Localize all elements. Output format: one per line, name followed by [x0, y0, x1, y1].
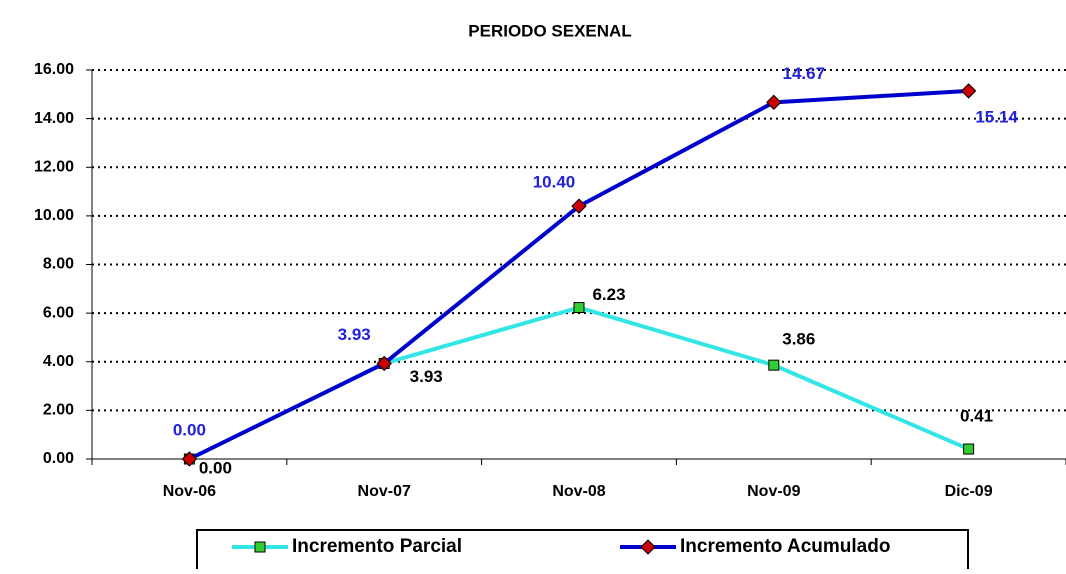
y-tick-label: 12.00 — [34, 158, 74, 175]
data-label: 15.14 — [975, 107, 1018, 126]
line — [188, 305, 970, 461]
marker — [640, 539, 656, 555]
data-label: 6.23 — [592, 285, 625, 304]
x-tick-label: Nov-06 — [163, 483, 216, 500]
marker — [963, 443, 975, 455]
chart-title: PERIODO SEXENAL — [468, 21, 631, 40]
y-tick-label: 0.00 — [43, 450, 74, 467]
x-tick-label: Nov-08 — [552, 483, 605, 500]
marker — [768, 359, 780, 371]
y-tick-label: 16.00 — [34, 61, 74, 78]
line — [188, 88, 969, 461]
marker — [376, 355, 392, 372]
marker — [766, 94, 782, 111]
marker — [573, 302, 585, 314]
y-tick-label: 6.00 — [43, 304, 74, 321]
marker — [254, 541, 266, 553]
data-label: 0.00 — [199, 458, 232, 477]
series — [181, 83, 977, 467]
data-label: 3.93 — [410, 367, 443, 386]
data-label: 14.67 — [783, 64, 826, 83]
data-label: 0.41 — [960, 407, 993, 426]
marker — [571, 198, 587, 214]
x-tick-label: Nov-07 — [358, 483, 411, 500]
x-tick-label: Nov-09 — [747, 483, 800, 500]
marker — [181, 451, 198, 467]
legend: Incremento Parcial Incremento Acumulado — [196, 529, 969, 574]
y-tick-label: 2.00 — [43, 402, 74, 419]
legend-label: Incremento Acumulado — [680, 536, 890, 557]
legend-label: Incremento Parcial — [292, 536, 462, 557]
series — [183, 302, 975, 465]
y-tick-label: 4.00 — [43, 353, 74, 370]
data-label: 3.93 — [338, 325, 371, 344]
marker — [960, 83, 977, 99]
data-label: 0.00 — [173, 420, 206, 439]
x-tick-label: Dic-09 — [945, 483, 993, 500]
y-tick-label: 14.00 — [34, 110, 74, 127]
legend-box — [196, 529, 969, 574]
data-label: 10.40 — [533, 173, 576, 192]
data-label: 3.86 — [782, 330, 815, 349]
y-tick-label: 10.00 — [34, 207, 74, 224]
y-tick-label: 8.00 — [43, 256, 74, 273]
